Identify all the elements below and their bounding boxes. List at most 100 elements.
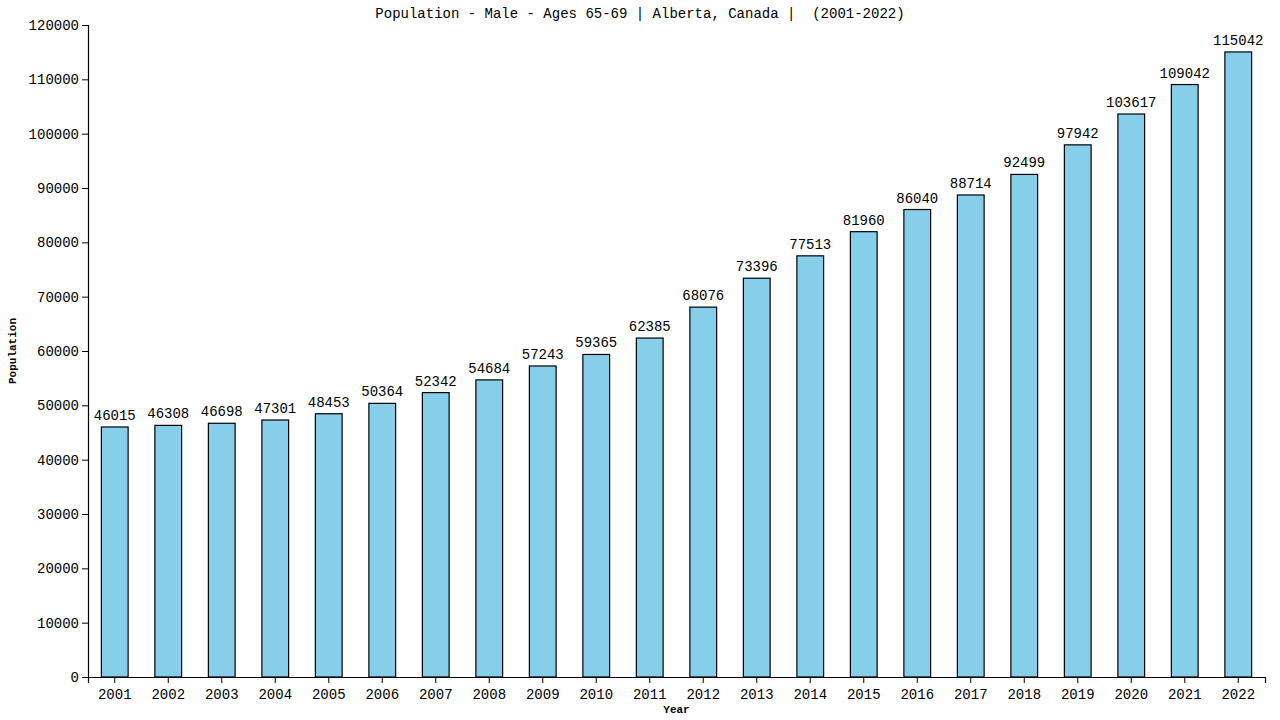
y-tick: 50000 [37, 398, 88, 414]
y-tick-mark [82, 297, 88, 298]
y-tick-label: 120000 [29, 18, 79, 34]
x-tick-mark [649, 677, 650, 683]
x-tick: 2017 [954, 677, 988, 703]
y-tick: 60000 [37, 344, 88, 360]
x-tick-mark [1238, 677, 1239, 683]
data-label: 86040 [896, 191, 938, 207]
y-tick: 80000 [37, 235, 88, 251]
y-tick: 100000 [29, 127, 88, 143]
data-label: 73396 [736, 259, 778, 275]
y-tick-mark [82, 242, 88, 243]
data-label: 103617 [1106, 95, 1156, 111]
x-tick-label: 2010 [579, 687, 613, 703]
y-tick-label: 80000 [37, 235, 79, 251]
x-tick: 2021 [1168, 677, 1202, 703]
y-tick-label: 0 [71, 670, 79, 686]
bar [208, 423, 235, 677]
data-label: 48453 [308, 395, 350, 411]
x-tick-label: 2011 [633, 687, 667, 703]
bar [636, 338, 663, 677]
data-label: 59365 [575, 335, 617, 351]
data-label: 88714 [950, 176, 992, 192]
bar [1171, 85, 1198, 677]
x-tick: 2002 [151, 677, 185, 703]
x-tick: 2001 [98, 677, 132, 703]
y-axis-line [82, 26, 89, 678]
bar [743, 278, 770, 677]
bar [422, 393, 449, 677]
x-tick-label: 2003 [205, 687, 239, 703]
x-tick: 2004 [258, 677, 292, 703]
y-tick: 110000 [29, 72, 88, 88]
x-tick: 2012 [686, 677, 720, 703]
data-label: 109042 [1160, 66, 1210, 82]
x-tick: 2022 [1221, 677, 1255, 703]
x-tick-label: 2014 [793, 687, 827, 703]
x-tick: 2015 [847, 677, 881, 703]
y-tick-label: 110000 [29, 72, 79, 88]
x-tick: 2019 [1061, 677, 1095, 703]
x-tick-label: 2019 [1061, 687, 1095, 703]
y-tick: 120000 [29, 18, 88, 34]
x-tick-label: 2002 [151, 687, 185, 703]
x-tick-label: 2020 [1114, 687, 1148, 703]
bar [1064, 145, 1091, 677]
x-tick-label: 2021 [1168, 687, 1202, 703]
data-label: 97942 [1057, 126, 1099, 142]
data-label: 77513 [789, 237, 831, 253]
y-tick: 0 [71, 670, 88, 686]
y-tick-mark [82, 405, 88, 406]
x-tick-mark [863, 677, 864, 683]
data-label: 81960 [843, 213, 885, 229]
x-tick: 2007 [419, 677, 453, 703]
x-tick-label: 2008 [472, 687, 506, 703]
bar [797, 256, 824, 677]
x-tick-mark [328, 677, 329, 683]
y-tick: 70000 [37, 290, 88, 306]
x-tick-label: 2022 [1221, 687, 1255, 703]
data-label: 52342 [415, 374, 457, 390]
y-tick-label: 90000 [37, 181, 79, 197]
x-tick-mark [435, 677, 436, 683]
x-tick-label: 2012 [686, 687, 720, 703]
x-axis-line [89, 678, 1266, 684]
y-tick-mark [82, 79, 88, 80]
x-tick-mark [596, 677, 597, 683]
y-tick-label: 20000 [37, 561, 79, 577]
data-label: 46698 [201, 404, 243, 420]
data-label: 62385 [629, 319, 671, 335]
x-tick: 2016 [900, 677, 934, 703]
x-tick-label: 2005 [312, 687, 346, 703]
x-tick-mark [489, 677, 490, 683]
bar [315, 414, 342, 677]
y-tick-mark [82, 514, 88, 515]
bar [850, 232, 877, 677]
x-tick-mark [168, 677, 169, 683]
y-tick-label: 50000 [37, 398, 79, 414]
data-label: 115042 [1213, 33, 1263, 49]
x-tick: 2013 [740, 677, 774, 703]
bar [529, 366, 556, 677]
data-label: 92499 [1003, 155, 1045, 171]
y-tick: 30000 [37, 507, 88, 523]
data-label: 46015 [94, 408, 136, 424]
x-tick: 2011 [633, 677, 667, 703]
chart: 4601546308466984730148453503645234254684… [0, 0, 1280, 720]
y-tick-mark [82, 460, 88, 461]
x-tick: 2003 [205, 677, 239, 703]
data-labels: 4601546308466984730148453503645234254684… [94, 33, 1264, 424]
y-tick-label: 40000 [37, 453, 79, 469]
y-tick-label: 70000 [37, 290, 79, 306]
bar [690, 307, 717, 677]
x-tick-mark [1184, 677, 1185, 683]
x-tick-label: 2006 [365, 687, 399, 703]
bar [155, 425, 182, 677]
x-tick-label: 2016 [900, 687, 934, 703]
y-tick-mark [82, 623, 88, 624]
x-tick-mark [1024, 677, 1025, 683]
x-axis-title: Year [663, 704, 689, 716]
bar [369, 403, 396, 677]
bar [262, 420, 289, 677]
y-tick-mark [82, 188, 88, 189]
y-tick-mark [82, 677, 88, 678]
